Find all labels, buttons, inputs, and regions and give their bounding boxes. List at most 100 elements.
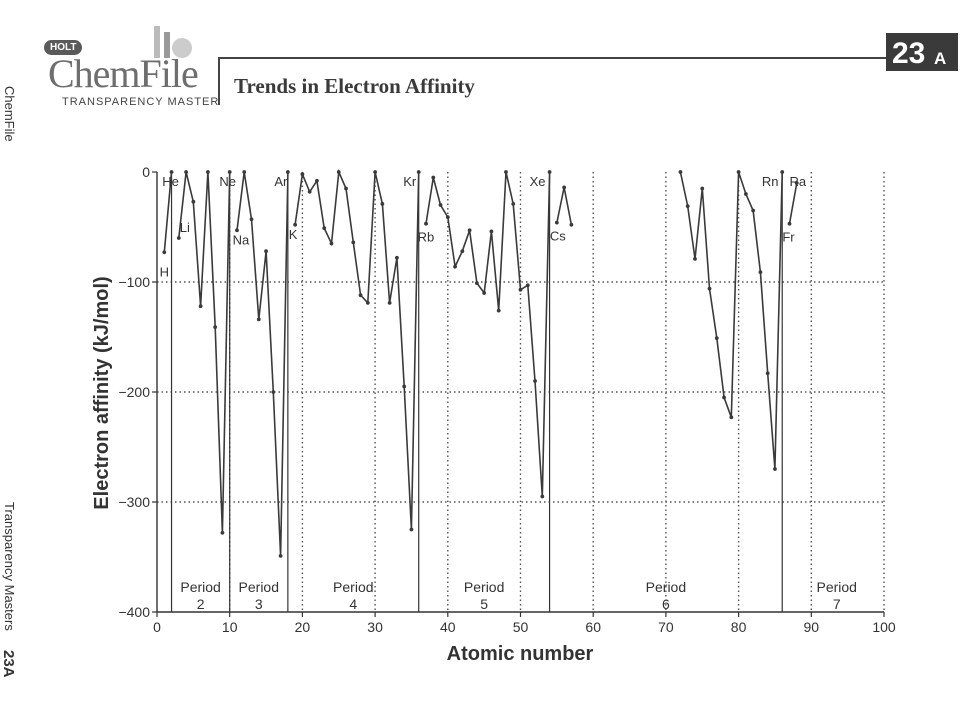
data-point: [707, 286, 712, 291]
x-tick-label: 0: [153, 619, 161, 635]
data-point: [518, 287, 523, 292]
data-point: [271, 390, 276, 394]
period-number: 7: [833, 596, 841, 612]
series-line: [163, 171, 173, 253]
data-point: [525, 283, 530, 288]
data-point: [482, 291, 487, 295]
flask-icon: [154, 26, 192, 58]
x-tick-label: 30: [367, 619, 383, 635]
period-label: Period: [646, 579, 686, 595]
data-point: [773, 467, 777, 471]
data-point: [431, 175, 436, 180]
series-line: [294, 168, 420, 530]
data-point: [445, 215, 450, 220]
data-point: [380, 202, 385, 206]
data-point: [714, 336, 719, 340]
y-tick-label: −300: [118, 494, 150, 510]
x-tick-label: 80: [731, 619, 747, 635]
data-point: [278, 554, 283, 558]
data-point: [358, 293, 363, 298]
period-label: Period: [333, 579, 373, 595]
data-point: [402, 384, 407, 389]
data-point: [198, 304, 203, 309]
data-point: [496, 308, 501, 313]
series-line: [788, 182, 798, 224]
element-label: Rb: [418, 230, 435, 245]
period-number: 2: [197, 596, 205, 612]
x-tick-label: 40: [440, 619, 456, 635]
data-point: [700, 186, 705, 191]
data-point: [765, 371, 770, 376]
period-label: Period: [239, 579, 279, 595]
data-point: [504, 170, 508, 174]
data-point: [758, 270, 763, 274]
label-layer: HHeLiNeNaArKKrRbXeCsRnFrRaPeriod2Period3…: [160, 174, 857, 612]
data-point: [533, 379, 537, 383]
data-point: [220, 530, 225, 535]
period-label: Period: [180, 579, 220, 595]
period-number: 4: [349, 596, 357, 612]
x-tick-label: 60: [585, 619, 601, 635]
data-point: [169, 170, 174, 174]
data-point: [562, 185, 567, 190]
page-badge-letter: A: [934, 49, 947, 68]
x-tick-label: 10: [222, 619, 238, 635]
element-label: Ar: [274, 174, 288, 189]
element-label: Rn: [762, 174, 779, 189]
axis-layer: 0 10 20 30 40 50 60 70 80 90 100 0 −100 −200 −300 −400: [118, 164, 895, 635]
element-label: K: [289, 227, 298, 242]
period-number: 5: [480, 596, 488, 612]
data-point: [162, 250, 167, 255]
data-point: [213, 325, 218, 329]
element-label: Cs: [550, 229, 566, 244]
data-point: [751, 208, 756, 213]
y-tick-label: −100: [118, 274, 150, 290]
data-point: [293, 222, 298, 227]
data-point: [467, 228, 472, 233]
data-point: [387, 301, 392, 305]
series-layer: [162, 168, 799, 558]
data-point: [547, 170, 552, 174]
data-point: [176, 236, 181, 240]
element-label: Ne: [219, 174, 236, 189]
period-label: Period: [817, 579, 857, 595]
x-tick-label: 100: [872, 619, 896, 635]
data-point: [693, 257, 697, 261]
data-point: [242, 170, 247, 174]
data-point: [184, 170, 188, 174]
data-point: [736, 170, 741, 174]
sidebar-chemfile-label: ChemFile: [2, 86, 17, 142]
element-label: Ra: [789, 174, 806, 189]
data-point: [249, 217, 254, 222]
data-point: [307, 189, 312, 194]
data-point: [489, 229, 494, 234]
element-label: Na: [233, 232, 250, 247]
data-point: [191, 199, 196, 204]
data-point: [460, 249, 465, 254]
data-point: [743, 192, 748, 196]
header-rule: [218, 57, 886, 59]
y-axis-label: Electron affinity (kJ/mol): [91, 276, 113, 509]
data-point: [322, 226, 327, 231]
data-point: [554, 220, 559, 225]
data-point: [227, 170, 232, 174]
period-number: 6: [662, 596, 670, 612]
series-line: [556, 187, 573, 225]
chemfile-logo: HOLT ChemFile TRANSPARENCY MASTER: [44, 22, 224, 112]
series-line: [425, 171, 551, 497]
data-point: [678, 170, 683, 174]
y-tick-label: −200: [118, 384, 150, 400]
x-tick-label: 20: [295, 619, 311, 635]
sidebar-transparency-label: Transparency Masters: [2, 502, 17, 631]
logo-wordmark: ChemFile: [48, 51, 199, 96]
element-label: Xe: [530, 174, 546, 189]
period-label: Period: [464, 579, 504, 595]
data-point: [424, 221, 428, 226]
data-point: [336, 170, 341, 174]
x-axis-label: Atomic number: [447, 643, 594, 665]
data-point: [722, 395, 726, 400]
data-point: [235, 228, 239, 233]
data-point: [474, 281, 479, 285]
page-title: Trends in Electron Affinity: [234, 74, 475, 98]
